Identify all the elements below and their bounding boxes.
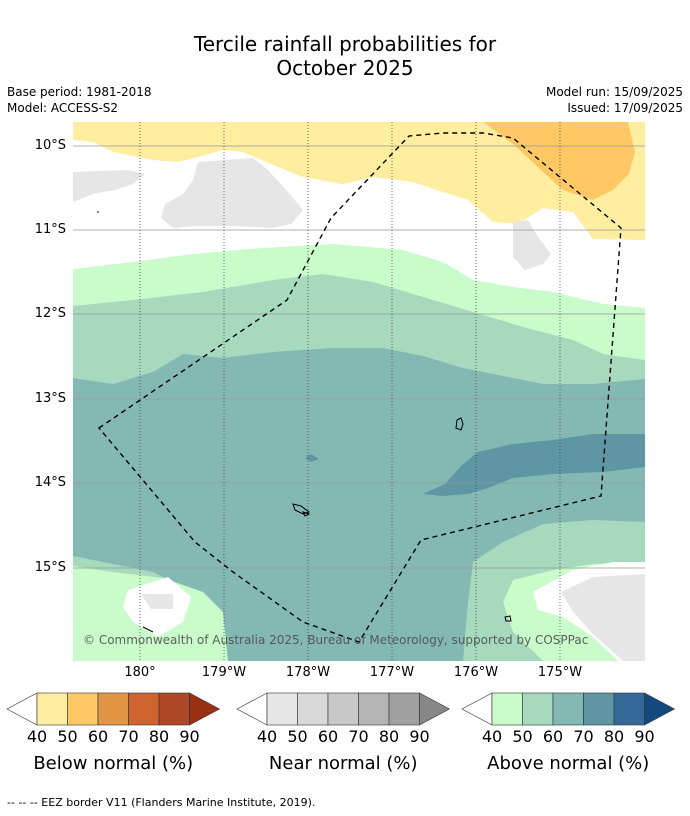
eez-border bbox=[97, 132, 622, 643]
colorbar-segment bbox=[67, 692, 99, 726]
colorbar-tick-label: 40 bbox=[481, 727, 503, 746]
colorbar-segment bbox=[297, 692, 329, 726]
colorbar-tick-label: 90 bbox=[634, 727, 655, 746]
island-dot bbox=[97, 211, 99, 213]
island-outline bbox=[455, 417, 464, 431]
map-title-line2: October 2025 bbox=[276, 56, 414, 80]
colorbar-segment bbox=[358, 692, 390, 726]
base-period: Base period: 1981-2018 bbox=[7, 85, 152, 99]
colorbar-segment bbox=[128, 692, 160, 726]
colorbar-segment bbox=[388, 692, 420, 726]
lon-label-175w: 175°W bbox=[537, 665, 583, 680]
lon-label-178w: 178°W bbox=[285, 665, 331, 680]
model-run-date: Model run: 15/09/2025 bbox=[545, 85, 683, 99]
colorbar-tick-label: 40 bbox=[256, 727, 278, 746]
colorbar-segment bbox=[491, 692, 523, 726]
below-normal-40-zone bbox=[73, 122, 645, 240]
colorbar-tick-label: 90 bbox=[179, 727, 200, 746]
colorbar-tick-label: 50 bbox=[57, 727, 78, 746]
colorbar-tick-label: 60 bbox=[87, 727, 109, 746]
colorbar-title: Above normal (%) bbox=[487, 753, 650, 774]
colorbar-extend-low bbox=[6, 692, 38, 726]
colorbar-extend-high bbox=[419, 692, 451, 726]
colorbar-segment bbox=[583, 692, 615, 726]
map-title-line1: Tercile rainfall probabilities for bbox=[193, 32, 497, 56]
colorbar-extend-low bbox=[236, 692, 268, 726]
colorbar-extend-high bbox=[644, 692, 676, 726]
colorbar-tick-label: 80 bbox=[148, 727, 170, 746]
lat-label-10s: 10°S bbox=[34, 138, 66, 153]
colorbar-extend-low bbox=[461, 692, 493, 726]
lon-label-179w: 179°W bbox=[201, 665, 247, 680]
near-normal-40-lower-left bbox=[141, 594, 173, 609]
colorbar-tick-label: 90 bbox=[409, 727, 430, 746]
colorbar-tick-label: 50 bbox=[287, 727, 308, 746]
model-name: Model: ACCESS-S2 bbox=[7, 101, 119, 115]
island-outline bbox=[302, 511, 311, 517]
lat-label-11s: 11°S bbox=[34, 222, 66, 237]
colorbar-tick-label: 40 bbox=[26, 727, 48, 746]
colorbar-tick-label: 70 bbox=[573, 727, 594, 746]
island-outline bbox=[142, 626, 154, 633]
colorbar-extend-high bbox=[189, 692, 221, 726]
colorbar-legends bbox=[6, 692, 676, 726]
map-credit: © Commonwealth of Australia 2025, Bureau… bbox=[83, 633, 588, 647]
colorbar-segment bbox=[158, 692, 190, 726]
lat-label-12s: 12°S bbox=[34, 306, 66, 321]
colorbar-tick-label: 60 bbox=[317, 727, 339, 746]
near-normal-40-patch-right bbox=[513, 220, 551, 270]
below-normal-50-zone bbox=[483, 122, 635, 200]
colorbar-segment bbox=[327, 692, 359, 726]
probability-map: © Commonwealth of Australia 2025, Bureau… bbox=[73, 122, 645, 661]
near-normal-40-patch-center bbox=[161, 158, 303, 228]
colorbar-segment bbox=[97, 692, 129, 726]
lat-label-15s: 15°S bbox=[34, 560, 66, 575]
lat-label-14s: 14°S bbox=[34, 475, 66, 490]
above-normal-70-islet bbox=[305, 454, 319, 462]
above-normal-70-zone bbox=[423, 434, 645, 496]
colorbar-tick-label: 80 bbox=[378, 727, 400, 746]
colorbar-title: Below normal (%) bbox=[33, 753, 194, 774]
island-outline bbox=[504, 615, 512, 622]
issued-date: Issued: 17/09/2025 bbox=[567, 101, 683, 115]
eez-footnote: -- -- -- EEZ border V11 (Flanders Marine… bbox=[7, 796, 316, 809]
colorbar-segment bbox=[266, 692, 298, 726]
colorbar-tick-label: 70 bbox=[118, 727, 139, 746]
colorbar-segment bbox=[522, 692, 554, 726]
lat-label-13s: 13°S bbox=[34, 391, 66, 406]
colorbar-segment bbox=[613, 692, 645, 726]
latitude-gridlines bbox=[73, 145, 645, 569]
lon-label-180: 180° bbox=[124, 665, 156, 680]
lon-label-177w: 177°W bbox=[369, 665, 415, 680]
colorbar-segment bbox=[552, 692, 584, 726]
colorbar-tick-label: 70 bbox=[348, 727, 369, 746]
near-normal-40-lower-right bbox=[561, 574, 645, 661]
colorbar-tick-label: 60 bbox=[542, 727, 564, 746]
near-normal-40-patch-left bbox=[73, 170, 145, 202]
colorbar-segment bbox=[36, 692, 68, 726]
colorbar-tick-label: 80 bbox=[603, 727, 625, 746]
above-normal-60-zone bbox=[73, 348, 645, 661]
colorbar-tick-label: 50 bbox=[512, 727, 533, 746]
colorbar-title: Near normal (%) bbox=[268, 753, 418, 774]
lon-label-176w: 176°W bbox=[453, 665, 499, 680]
